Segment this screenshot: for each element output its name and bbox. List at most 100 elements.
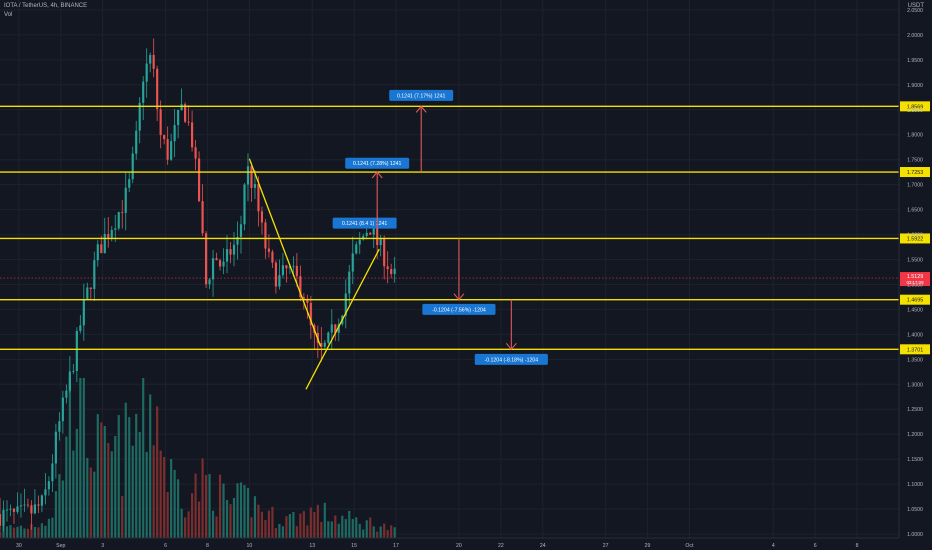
volume-bar: [358, 523, 361, 538]
volume-bar: [316, 504, 319, 538]
level-price-tag: [900, 101, 930, 112]
measure-tool[interactable]: 0.1241 (8.4 1) 1241: [332, 217, 397, 229]
price-axis[interactable]: 2.0500 2.0000 1.9500 1.9000 1.8500 1.8000 1.75…: [907, 8, 923, 538]
candle: [152, 38, 155, 78]
candle: [58, 412, 61, 441]
candlestick-series: [0, 38, 396, 532]
x-tick-label: 27: [603, 543, 609, 549]
volume-bar: [383, 523, 386, 538]
symbol-title[interactable]: IOTA / TetherUS, 4h, BINANCE: [4, 3, 88, 9]
trendline[interactable]: [305, 248, 380, 390]
volume-bar: [197, 501, 201, 538]
volume-bar: [194, 473, 197, 538]
volume-bar: [222, 483, 225, 538]
volume-bar: [246, 487, 250, 538]
measure-label-box: [422, 303, 496, 315]
volume-bar: [30, 524, 33, 538]
candle: [191, 110, 194, 152]
candle: [299, 265, 302, 302]
arrow-head-icon: [371, 171, 383, 179]
candle: [372, 225, 375, 249]
volume-bar: [302, 511, 305, 538]
x-tick-label: 29: [645, 543, 651, 549]
arrow-head-icon: [415, 105, 427, 113]
candle: [351, 236, 354, 285]
volume-bar: [166, 492, 169, 538]
volume-bar: [26, 528, 30, 538]
volume-bar: [33, 527, 37, 538]
candle: [197, 151, 201, 203]
candle: [54, 423, 57, 479]
level-price-tag: [900, 344, 930, 355]
candle: [330, 309, 333, 350]
candle: [65, 384, 68, 404]
measure-tool[interactable]: 0.1241 (7.28%) 1241: [345, 157, 410, 235]
y-tick-label: 1.2500: [907, 407, 923, 413]
volume-bar: [393, 527, 396, 538]
volume-bar: [131, 445, 134, 538]
volume-bar: [54, 491, 57, 538]
volume-bar: [309, 507, 312, 538]
arrow-head-icon: [505, 342, 517, 351]
candle: [201, 184, 204, 236]
volume-bars: [0, 378, 396, 538]
measure-tool[interactable]: 0.1241 (7.17%) 1241: [389, 89, 454, 173]
candle: [9, 504, 12, 517]
volume-bar: [103, 426, 106, 538]
candle: [386, 251, 389, 284]
volume-bar: [177, 479, 180, 538]
candle: [281, 253, 284, 279]
volume-bar: [191, 493, 194, 538]
volume-bar: [274, 528, 277, 538]
candle: [51, 454, 54, 492]
volume-bar: [187, 511, 190, 538]
candle: [239, 215, 243, 254]
trendline[interactable]: [248, 158, 322, 347]
time-axis[interactable]: 30 Sep 3 6 8 10 13 15 17 20 22 24 27 29 Oct 4 6 8: [16, 543, 859, 549]
volume-bar: [114, 435, 117, 538]
x-tick-label: 17: [393, 543, 399, 549]
candle: [23, 488, 26, 512]
candle: [173, 109, 176, 158]
measure-tool[interactable]: -0.1204 (-8.18%) -1204: [474, 299, 548, 365]
volume-bar: [376, 531, 379, 538]
volume-indicator-label[interactable]: Vol: [4, 12, 13, 18]
candle: [128, 171, 131, 193]
trendlines[interactable]: [248, 158, 380, 390]
horizontal-levels[interactable]: 1.8569 1.7253 1.5922 1.4695 1.3701 1.512903:1…: [0, 101, 930, 355]
volume-bar: [362, 529, 365, 538]
x-tick-label: 22: [498, 543, 504, 549]
candle: [138, 97, 141, 144]
candle: [103, 217, 106, 254]
candle: [163, 134, 166, 145]
volume-bar: [320, 521, 323, 538]
candle: [257, 176, 260, 227]
level-price-tag: [900, 167, 930, 178]
volume-bar: [225, 500, 229, 538]
measure-tool[interactable]: -0.1204 (-7.56%) -1204: [422, 238, 496, 315]
volume-bar: [68, 378, 71, 538]
x-tick-label: 6: [814, 543, 817, 549]
volume-bar: [5, 526, 9, 538]
volume-bar: [379, 526, 382, 538]
candle: [271, 249, 274, 269]
volume-bar: [37, 527, 40, 538]
candle: [72, 363, 75, 375]
volume-bar: [159, 450, 162, 538]
candle: [16, 492, 19, 515]
volume-bar: [40, 523, 43, 538]
measurement-tools[interactable]: 0.1241 (8.4 1) 1241 0.1241 (7.28%) 1241 0.…: [332, 89, 548, 365]
x-tick-label: 13: [309, 543, 315, 549]
x-tick-label: 4: [772, 543, 775, 549]
candle: [19, 493, 23, 518]
volume-bar: [386, 529, 389, 538]
level-price-label: 1.3701: [907, 347, 924, 353]
volume-bar: [51, 517, 54, 538]
measure-label: 0.1241 (7.17%) 1241: [397, 93, 446, 99]
x-tick-label: 15: [351, 543, 357, 549]
current-price-label: 1.5129: [907, 274, 924, 280]
volume-bar: [351, 518, 354, 538]
volume-bar: [117, 415, 120, 538]
measure-label: 0.1241 (8.4 1) 1241: [342, 221, 387, 227]
